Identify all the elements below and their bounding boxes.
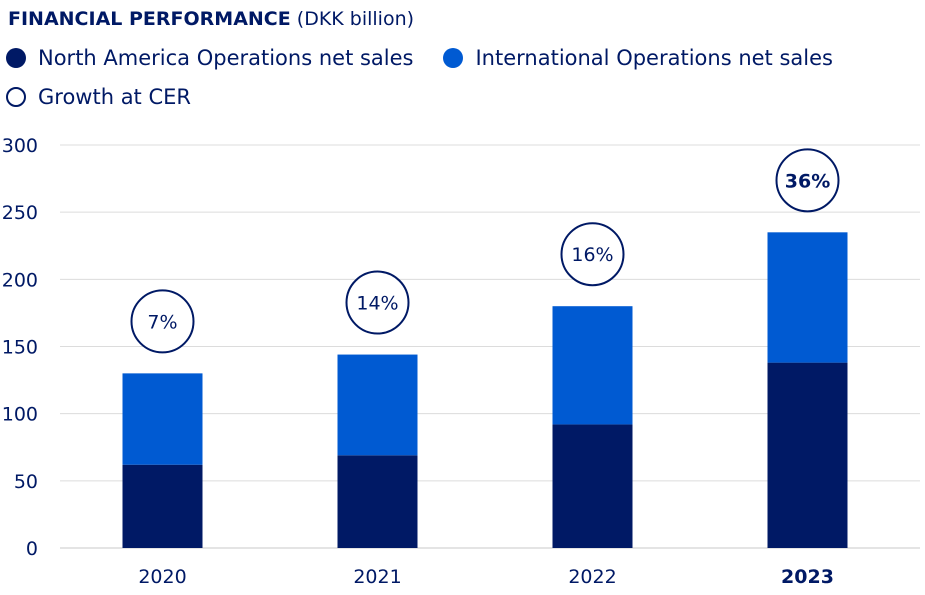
legend-swatch-north-america-icon bbox=[6, 48, 26, 68]
legend-item-international: International Operations net sales bbox=[443, 44, 833, 72]
legend-swatch-growth-icon bbox=[6, 87, 26, 107]
x-tick-label-2023: 2023 bbox=[781, 566, 834, 588]
legend-label-growth: Growth at CER bbox=[38, 85, 191, 109]
x-tick-label-2022: 2022 bbox=[568, 566, 616, 588]
bar-north-america-2023 bbox=[767, 362, 848, 548]
legend-item-north-america: North America Operations net sales bbox=[6, 44, 413, 72]
growth-label-2022: 16% bbox=[571, 244, 613, 266]
y-tick-label-150: 150 bbox=[2, 337, 38, 359]
legend-item-growth: Growth at CER bbox=[6, 83, 191, 111]
bar-international-2023 bbox=[767, 232, 848, 363]
y-tick-label-100: 100 bbox=[2, 404, 38, 426]
bar-international-2021 bbox=[337, 354, 418, 456]
legend-swatch-international-icon bbox=[443, 48, 464, 68]
bar-international-2020 bbox=[122, 373, 203, 465]
growth-bubble-2021 bbox=[345, 270, 410, 335]
y-tick-label-250: 250 bbox=[2, 202, 38, 224]
y-tick-label-50: 50 bbox=[14, 471, 38, 493]
legend-label-international: International Operations net sales bbox=[475, 46, 833, 70]
chart-title-unit: (DKK billion) bbox=[296, 8, 415, 30]
x-tick-label-2020: 2020 bbox=[138, 566, 186, 588]
chart-title: FINANCIAL PERFORMANCE (DKK billion) bbox=[8, 6, 414, 32]
growth-label-2020: 7% bbox=[147, 311, 177, 333]
growth-label-2021: 14% bbox=[356, 293, 398, 315]
bar-international-2022 bbox=[552, 306, 633, 425]
bar-north-america-2022 bbox=[552, 424, 633, 548]
legend-label-north-america: North America Operations net sales bbox=[38, 46, 414, 70]
y-tick-label-0: 0 bbox=[26, 538, 38, 560]
x-tick-label-2021: 2021 bbox=[353, 566, 401, 588]
legend-row-1: North America Operations net sales Inter… bbox=[6, 44, 863, 72]
chart-title-main: FINANCIAL PERFORMANCE bbox=[8, 8, 291, 30]
bar-north-america-2020 bbox=[122, 464, 203, 548]
growth-bubble-2020 bbox=[130, 289, 195, 354]
growth-label-2023: 36% bbox=[785, 170, 830, 192]
y-tick-label-200: 200 bbox=[2, 269, 38, 291]
growth-bubble-2022 bbox=[560, 222, 625, 287]
y-tick-label-300: 300 bbox=[2, 135, 38, 157]
bar-north-america-2021 bbox=[337, 455, 418, 548]
legend-row-2: Growth at CER bbox=[6, 83, 221, 111]
growth-bubble-2023 bbox=[775, 148, 840, 213]
